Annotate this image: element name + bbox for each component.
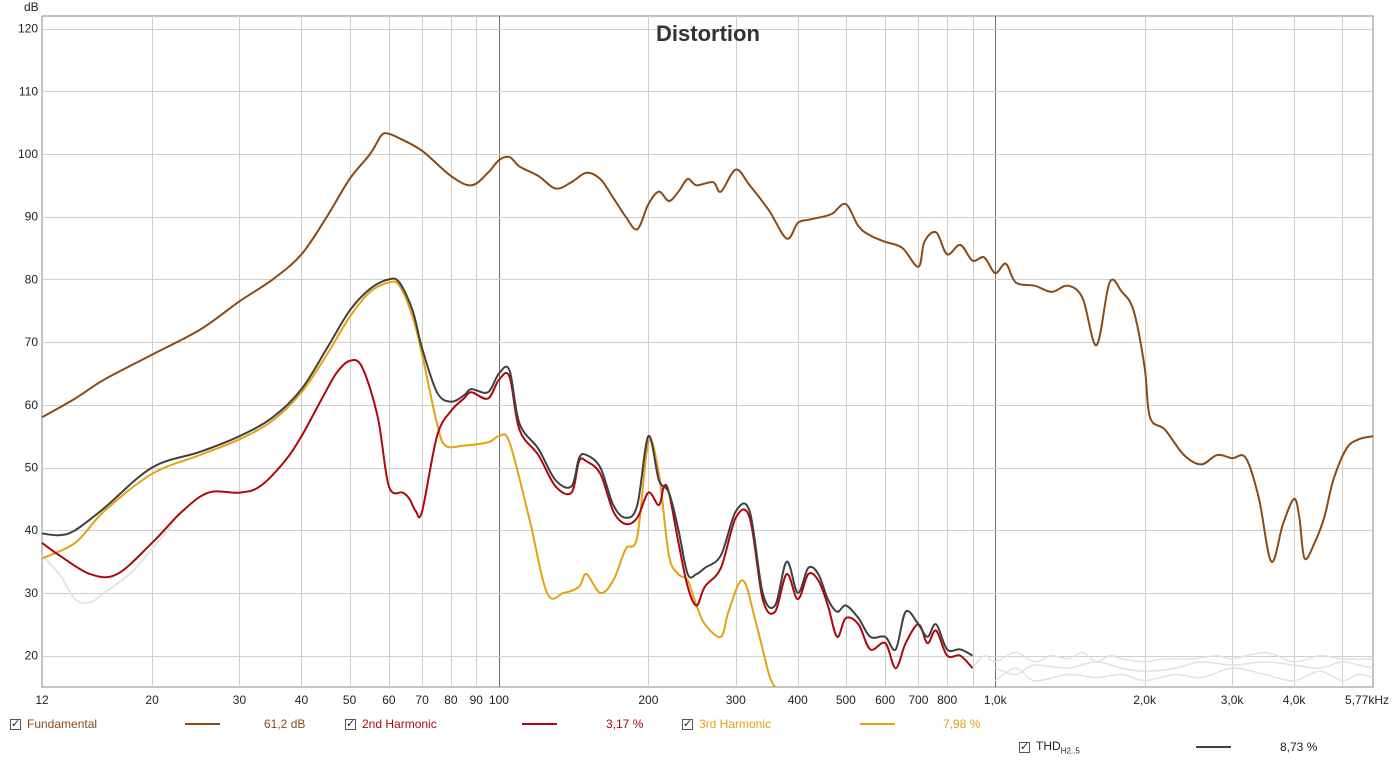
x-tick-label: 70 [415, 693, 429, 707]
x-tick-label: 3,0k [1221, 693, 1245, 707]
y-tick-label: 30 [25, 586, 39, 600]
x-tick-label: 40 [295, 693, 309, 707]
y-tick-label: 110 [19, 84, 38, 98]
y-tick-label: 70 [25, 335, 39, 349]
x-tick-label: 500 [836, 693, 856, 707]
legend-value-3rd-harmonic: 7,98 % [943, 717, 981, 731]
x-tick-label: 90 [470, 693, 484, 707]
legend-item-3rd-harmonic[interactable]: 3rd Harmonic [682, 715, 771, 733]
x-tick-label: 80 [444, 693, 458, 707]
series-line-residual [994, 661, 1374, 676]
legend-value-2nd-harmonic: 3,17 % [606, 717, 644, 731]
legend-item-thd[interactable]: THDH2..5 [1019, 738, 1080, 756]
x-tick-label: 50 [343, 693, 357, 707]
x-tick-label: 1,0k [984, 693, 1008, 707]
y-tick-label: 40 [25, 523, 39, 537]
thd-checkbox[interactable] [1019, 740, 1030, 753]
legend-label-3rd-harmonic: 3rd Harmonic [699, 717, 772, 731]
y-tick-label: 90 [25, 210, 39, 224]
plot-area [41, 15, 1374, 688]
legend-swatch-thd [1196, 746, 1231, 748]
y-tick-labels: 20 30 40 50 60 70 80 90 100 110 120 [18, 22, 38, 663]
y-tick-label: 120 [18, 22, 38, 36]
fundamental-checkbox[interactable] [10, 717, 21, 730]
series-line-residual [41, 523, 174, 605]
x-tick-label: 600 [875, 693, 895, 707]
legend-item-2nd-harmonic[interactable]: 2nd Harmonic [345, 715, 437, 733]
x-tick-label: 300 [726, 693, 746, 707]
x-tick-label: 4,0k [1283, 693, 1307, 707]
y-tick-label: 50 [25, 461, 39, 475]
legend-swatch-3rd-harmonic [860, 723, 895, 725]
x-tick-label: 30 [233, 693, 247, 707]
series-line-residual [994, 667, 1374, 682]
x-tick-labels: 12 20 30 40 50 60 70 80 90 100 200 300 400 500 600 700 8… [35, 693, 1389, 707]
legend-label-thd: THDH2..5 [1036, 738, 1080, 756]
x-tick-label: 5,77kHz [1345, 693, 1389, 707]
legend-value-fundamental: 61,2 dB [264, 717, 306, 731]
series-line-thd [41, 277, 973, 657]
legend-value-thd: 8,73 % [1280, 740, 1318, 754]
y-tick-label: 80 [25, 272, 39, 286]
legend-swatch-2nd-harmonic [522, 723, 557, 725]
legend-label-fundamental: Fundamental [27, 717, 98, 731]
legend-label-thd-sub: H2..5 [1060, 746, 1080, 756]
y-tick-label: 60 [25, 398, 39, 412]
series-line-fundamental [41, 132, 1374, 563]
y-tick-label: 100 [18, 147, 38, 161]
x-tick-label: 100 [489, 693, 509, 707]
x-tick-label: 200 [638, 693, 658, 707]
chart-title: Distortion [656, 21, 760, 46]
x-tick-label: 60 [382, 693, 396, 707]
x-tick-label: 2,0k [1133, 693, 1157, 707]
series-line-2nd-harmonic [41, 358, 974, 670]
legend-label-2nd-harmonic: 2nd Harmonic [362, 717, 437, 731]
legend-item-fundamental[interactable]: Fundamental [10, 715, 97, 733]
3rd-harmonic-checkbox[interactable] [682, 717, 693, 730]
x-tick-label: 20 [145, 693, 159, 707]
x-tick-label: 400 [788, 693, 808, 707]
legend-swatch-fundamental [185, 723, 220, 725]
y-axis-label: dB [24, 0, 39, 14]
x-tick-label: 12 [35, 693, 49, 707]
x-tick-label: 800 [937, 693, 957, 707]
2nd-harmonic-checkbox[interactable] [345, 717, 356, 730]
x-tick-label: 700 [908, 693, 928, 707]
series-line-residual [971, 651, 1374, 669]
grid [42, 16, 1373, 687]
y-tick-label: 20 [25, 649, 39, 663]
series-lines [41, 132, 1374, 688]
